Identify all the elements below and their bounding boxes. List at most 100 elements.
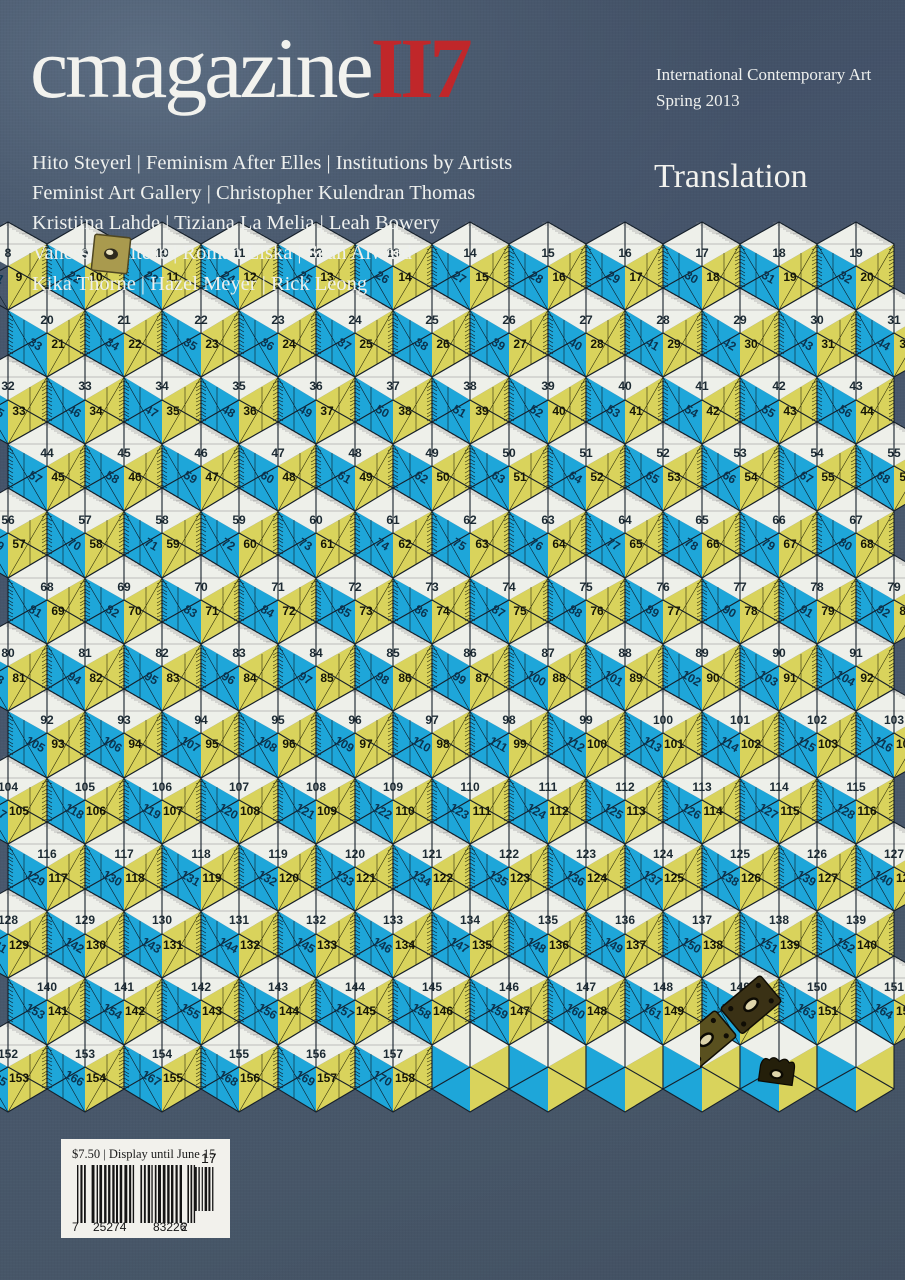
svg-text:84: 84 bbox=[243, 671, 257, 685]
svg-text:105: 105 bbox=[75, 780, 95, 794]
svg-text:90: 90 bbox=[706, 671, 720, 685]
svg-text:134: 134 bbox=[460, 913, 480, 927]
svg-text:112: 112 bbox=[549, 804, 569, 818]
svg-text:93: 93 bbox=[117, 713, 131, 727]
svg-text:57: 57 bbox=[12, 537, 26, 551]
svg-text:100: 100 bbox=[587, 737, 607, 751]
svg-text:81: 81 bbox=[12, 671, 26, 685]
svg-text:32: 32 bbox=[1, 379, 15, 393]
svg-text:97: 97 bbox=[359, 737, 373, 751]
svg-text:82: 82 bbox=[89, 671, 103, 685]
svg-text:135: 135 bbox=[472, 938, 492, 952]
svg-text:131: 131 bbox=[229, 913, 249, 927]
svg-text:34: 34 bbox=[89, 404, 103, 418]
svg-text:132: 132 bbox=[240, 938, 260, 952]
svg-text:121: 121 bbox=[356, 871, 376, 885]
svg-text:76: 76 bbox=[590, 604, 604, 618]
svg-text:108: 108 bbox=[240, 804, 260, 818]
svg-text:153: 153 bbox=[9, 1071, 29, 1085]
svg-text:67: 67 bbox=[849, 513, 863, 527]
svg-text:54: 54 bbox=[810, 446, 824, 460]
svg-text:51: 51 bbox=[579, 446, 593, 460]
svg-text:74: 74 bbox=[436, 604, 450, 618]
svg-text:94: 94 bbox=[194, 713, 208, 727]
svg-text:38: 38 bbox=[463, 379, 477, 393]
svg-text:56: 56 bbox=[1, 513, 15, 527]
svg-text:80: 80 bbox=[899, 604, 905, 618]
svg-text:112: 112 bbox=[615, 780, 635, 794]
svg-text:50: 50 bbox=[502, 446, 516, 460]
svg-text:116: 116 bbox=[37, 847, 57, 861]
svg-text:104: 104 bbox=[0, 780, 18, 794]
svg-text:28: 28 bbox=[590, 337, 604, 351]
svg-text:110: 110 bbox=[460, 780, 480, 794]
svg-text:155: 155 bbox=[163, 1071, 183, 1085]
svg-text:115: 115 bbox=[780, 804, 800, 818]
svg-text:48: 48 bbox=[348, 446, 362, 460]
svg-text:83: 83 bbox=[166, 671, 180, 685]
svg-text:21: 21 bbox=[51, 337, 65, 351]
svg-text:43: 43 bbox=[783, 404, 797, 418]
svg-text:143: 143 bbox=[202, 1004, 222, 1018]
svg-text:147: 147 bbox=[576, 980, 596, 994]
svg-text:125: 125 bbox=[730, 847, 750, 861]
svg-text:69: 69 bbox=[51, 604, 65, 618]
svg-text:87: 87 bbox=[541, 646, 555, 660]
svg-text:59: 59 bbox=[232, 513, 246, 527]
svg-text:142: 142 bbox=[125, 1004, 145, 1018]
svg-text:28: 28 bbox=[656, 313, 670, 327]
svg-text:52: 52 bbox=[656, 446, 670, 460]
svg-text:44: 44 bbox=[40, 446, 54, 460]
svg-text:2: 2 bbox=[181, 1220, 188, 1234]
svg-text:71: 71 bbox=[205, 604, 219, 618]
svg-text:98: 98 bbox=[502, 713, 516, 727]
svg-text:131: 131 bbox=[163, 938, 183, 952]
svg-text:128: 128 bbox=[896, 871, 905, 885]
svg-text:99: 99 bbox=[513, 737, 527, 751]
svg-text:123: 123 bbox=[510, 871, 530, 885]
svg-text:60: 60 bbox=[309, 513, 323, 527]
svg-text:156: 156 bbox=[306, 1047, 326, 1061]
svg-text:126: 126 bbox=[741, 871, 761, 885]
svg-text:23: 23 bbox=[205, 337, 219, 351]
svg-text:78: 78 bbox=[744, 604, 758, 618]
svg-text:27: 27 bbox=[579, 313, 593, 327]
svg-text:29: 29 bbox=[667, 337, 681, 351]
svg-text:7: 7 bbox=[72, 1220, 79, 1234]
svg-text:23: 23 bbox=[271, 313, 285, 327]
svg-text:103: 103 bbox=[884, 713, 904, 727]
svg-text:104: 104 bbox=[896, 737, 905, 751]
svg-text:49: 49 bbox=[359, 470, 373, 484]
svg-text:142: 142 bbox=[191, 980, 211, 994]
svg-text:89: 89 bbox=[629, 671, 643, 685]
svg-text:121: 121 bbox=[422, 847, 442, 861]
svg-text:42: 42 bbox=[772, 379, 786, 393]
svg-text:154: 154 bbox=[152, 1047, 172, 1061]
svg-text:34: 34 bbox=[155, 379, 169, 393]
svg-text:9: 9 bbox=[16, 270, 23, 284]
svg-text:107: 107 bbox=[163, 804, 183, 818]
svg-text:119: 119 bbox=[268, 847, 288, 861]
svg-text:74: 74 bbox=[502, 580, 516, 594]
svg-text:45: 45 bbox=[51, 470, 65, 484]
svg-text:81: 81 bbox=[78, 646, 92, 660]
svg-text:58: 58 bbox=[155, 513, 169, 527]
svg-text:122: 122 bbox=[433, 871, 453, 885]
svg-text:17: 17 bbox=[201, 1150, 217, 1166]
svg-text:45: 45 bbox=[117, 446, 131, 460]
svg-text:64: 64 bbox=[552, 537, 566, 551]
svg-text:42: 42 bbox=[706, 404, 720, 418]
svg-text:120: 120 bbox=[345, 847, 365, 861]
svg-text:137: 137 bbox=[626, 938, 646, 952]
svg-text:91: 91 bbox=[783, 671, 797, 685]
svg-text:95: 95 bbox=[205, 737, 219, 751]
svg-text:21: 21 bbox=[117, 313, 131, 327]
svg-text:25274: 25274 bbox=[93, 1220, 127, 1234]
svg-text:105: 105 bbox=[9, 804, 29, 818]
svg-text:70: 70 bbox=[194, 580, 208, 594]
svg-text:130: 130 bbox=[86, 938, 106, 952]
svg-text:77: 77 bbox=[733, 580, 747, 594]
svg-text:20: 20 bbox=[860, 270, 874, 284]
svg-text:147: 147 bbox=[510, 1004, 530, 1018]
svg-text:80: 80 bbox=[1, 646, 15, 660]
